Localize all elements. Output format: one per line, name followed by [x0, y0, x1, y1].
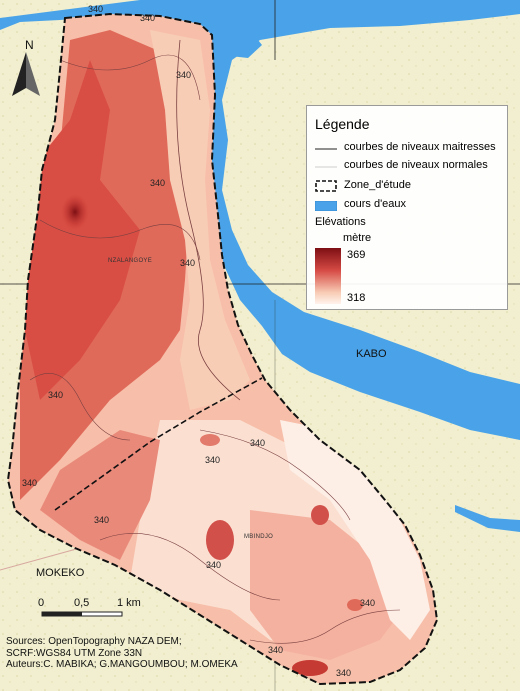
contour-label: 340 [336, 668, 352, 678]
contour-label: 340 [22, 478, 38, 488]
elevation-title: Elévations [315, 216, 366, 228]
contour-label: 340 [94, 515, 110, 525]
legend-label: cours d'eaux [344, 198, 407, 210]
legend-item-water: cours d'eaux [315, 197, 505, 213]
legend-item-study-zone: Zone_d'étude [315, 178, 505, 194]
north-letter: N [25, 38, 34, 52]
sources-block: Sources: OpenTopography NAZA DEM; SCRF:W… [6, 636, 238, 671]
contour-label: 340 [176, 70, 192, 80]
scale-bar-graphic [41, 611, 123, 617]
minor-contour-line-icon [315, 166, 337, 168]
legend-item-minor-contour: courbes de niveaux normales [315, 158, 505, 174]
contour-label: 340 [206, 560, 222, 570]
legend-label: Zone_d'étude [344, 179, 411, 191]
scale-tick-0: 0 [38, 597, 45, 609]
sources-line: Sources: OpenTopography NAZA DEM; [6, 636, 182, 647]
river [0, 0, 520, 440]
elevation-color-ramp [315, 248, 341, 304]
contour-label: 340 [140, 13, 156, 23]
legend-panel: Légende courbes de niveaux maitresses co… [306, 105, 508, 310]
place-mokeko: MOKEKO [36, 567, 85, 579]
contour-label: 340 [180, 258, 196, 268]
contour-label: 340 [48, 390, 64, 400]
place-nzalangoye: NZALANGOYE [108, 258, 153, 264]
legend-item-major-contour: courbes de niveaux maitresses [315, 140, 505, 156]
water-icon [315, 201, 337, 211]
contour-label: 340 [88, 4, 104, 14]
major-contour-line-icon [315, 148, 337, 150]
legend-title: Légende [315, 116, 370, 132]
elevation-min: 318 [347, 292, 366, 304]
elevation-max: 369 [347, 249, 366, 261]
contour-label: 340 [205, 455, 221, 465]
place-mbindjo: MBINDJO [244, 534, 274, 540]
scale-tick-half: 0,5 [74, 597, 90, 609]
crs-line: SCRF:WGS84 UTM Zone 33N [6, 647, 143, 659]
legend-label: courbes de niveaux maitresses [344, 141, 496, 153]
legend-label: courbes de niveaux normales [344, 159, 488, 171]
contour-label: 340 [150, 178, 166, 188]
contour-label: 340 [360, 598, 376, 608]
contour-label: 340 [250, 438, 266, 448]
scale-tick-1km: 1 km [117, 597, 141, 609]
contour-label: 340 [268, 645, 284, 655]
study-zone-outline [6, 12, 439, 686]
authors-line: Auteurs:C. MABIKA; G.MANGOUMBOU; M.OMEKA [6, 659, 238, 670]
elevation-unit: mètre [343, 232, 372, 244]
place-kabo: KABO [356, 348, 387, 360]
study-zone-icon [315, 180, 337, 192]
north-arrow-icon [12, 52, 40, 96]
